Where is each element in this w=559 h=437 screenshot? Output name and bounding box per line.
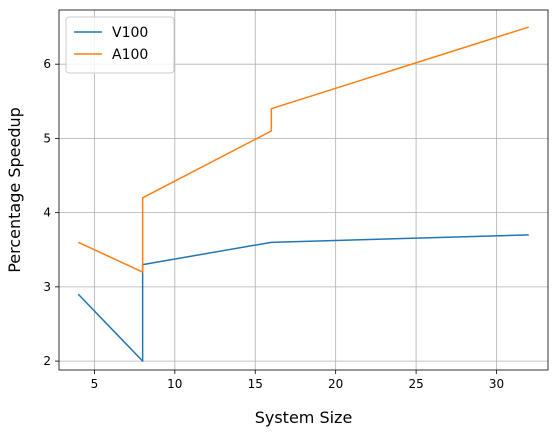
x-tick-label: 10: [167, 377, 182, 391]
y-tick-label: 2: [43, 354, 51, 368]
x-axis-label: System Size: [255, 408, 353, 427]
series-line-v100: [77, 234, 529, 362]
series-line-a100: [77, 26, 529, 273]
legend-label: A100: [112, 47, 148, 63]
y-tick-label: 5: [43, 131, 51, 145]
legend-label: V100: [112, 25, 148, 41]
y-tick-label: 4: [43, 206, 51, 220]
legend-box: [65, 16, 175, 74]
y-axis-label: Percentage Speedup: [5, 107, 24, 273]
x-tick-label: 15: [248, 377, 263, 391]
y-tick-label: 6: [43, 57, 51, 71]
legend: V100 A100: [65, 16, 175, 74]
x-tick-label: 20: [328, 377, 343, 391]
axis-ticks: 5 10 15 20 25 30 2 3 4 5 6: [43, 57, 504, 391]
series-lines: [77, 26, 529, 362]
x-tick-label: 25: [408, 377, 423, 391]
x-tick-label: 30: [489, 377, 504, 391]
y-tick-label: 3: [43, 280, 51, 294]
plot-frame: [58, 9, 549, 371]
x-tick-label: 5: [91, 377, 99, 391]
